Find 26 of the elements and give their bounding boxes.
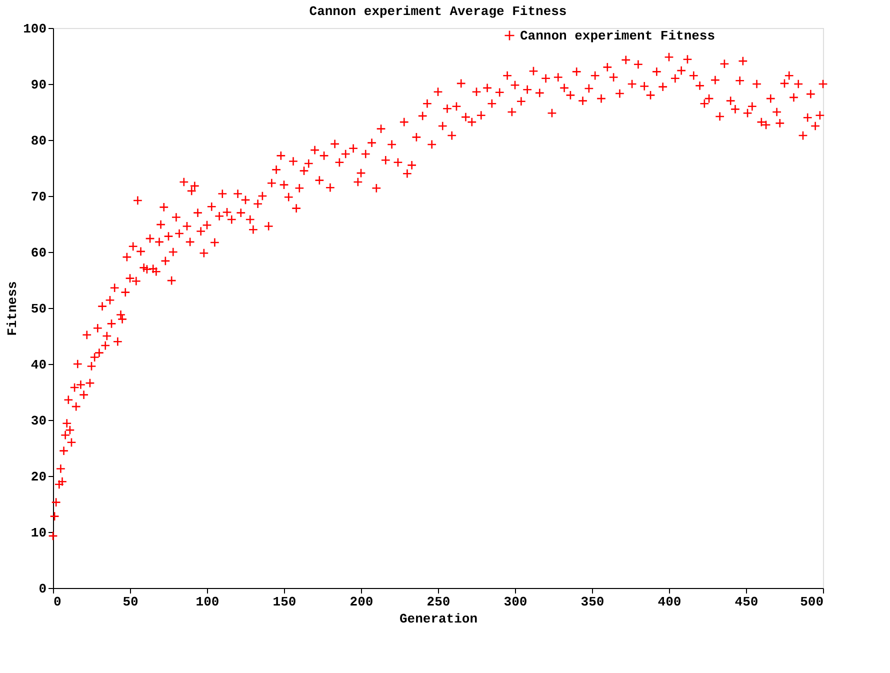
y-tick-label: 70 (30, 190, 47, 204)
y-tick-label: 0 (38, 582, 47, 596)
y-tick-label: 10 (30, 526, 47, 540)
legend-label: Cannon experiment Fitness (520, 28, 716, 44)
x-tick-label: 400 (658, 594, 682, 610)
x-tick-label: 150 (272, 594, 296, 610)
x-tick-label: 100 (196, 594, 220, 610)
x-tick-label: 450 (734, 594, 758, 610)
y-tick-label: 20 (30, 470, 47, 484)
x-tick-label: 350 (580, 594, 604, 610)
y-tick-label: 100 (23, 22, 47, 36)
x-axis-title: Generation (399, 612, 478, 626)
y-tick-label: 50 (30, 302, 47, 316)
x-tick-label: 0 (54, 594, 62, 610)
y-tick-label: 80 (30, 134, 47, 148)
y-tick-label: 30 (30, 414, 47, 428)
y-tick-label: 90 (30, 78, 47, 92)
y-tick-label: 40 (30, 358, 47, 372)
y-axis-title: Fitness (5, 280, 20, 336)
y-tick-label: 60 (30, 246, 47, 260)
x-tick-label: 200 (350, 594, 374, 610)
x-tick-label: 250 (426, 594, 450, 610)
x-tick-label: 500 (800, 594, 824, 610)
chart-title: Cannon experiment Average Fitness (309, 4, 567, 19)
x-tick-label: 300 (504, 594, 528, 610)
x-tick-label: 50 (122, 594, 138, 610)
